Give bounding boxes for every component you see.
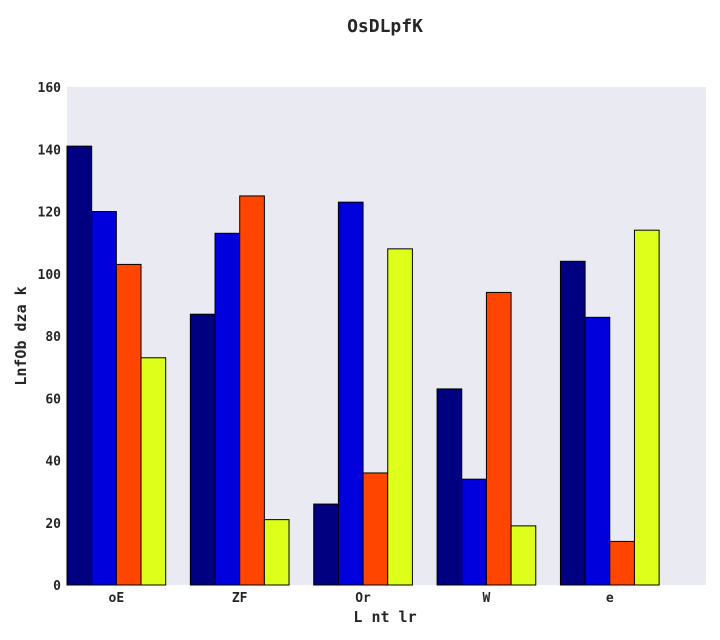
x-tick-label: W	[483, 591, 491, 606]
bar-W-series-2	[461, 478, 487, 586]
bar-Or-series-4	[387, 248, 413, 586]
y-tick-label: 40	[45, 455, 61, 470]
bar-oE-series-3	[115, 263, 142, 586]
bar-ZF-series-2	[214, 232, 241, 586]
y-axis-label: LnfOb dza k	[12, 286, 30, 385]
y-tick-label: 140	[38, 143, 62, 158]
bar-e-series-1	[559, 260, 586, 586]
y-tick-label: 160	[38, 81, 62, 96]
x-axis-label: L nt lr	[353, 608, 416, 626]
y-tick-label: 100	[38, 268, 62, 283]
bar-Or-series-2	[337, 201, 364, 586]
chart-title: OsDLpfK	[347, 16, 423, 37]
bar-ZF-series-1	[189, 313, 216, 586]
x-tick-label: ZF	[232, 591, 248, 606]
bar-oE-series-1	[66, 145, 93, 586]
bar-W-series-3	[485, 291, 512, 586]
bar-e-series-4	[633, 229, 660, 586]
bar-Or-series-1	[313, 503, 339, 586]
x-tick-label: oE	[109, 591, 125, 606]
x-tick-label: e	[606, 591, 614, 606]
bar-e-series-2	[584, 316, 611, 586]
bar-ZF-series-4	[263, 519, 290, 586]
bar-Or-series-3	[362, 472, 389, 586]
y-tick-label: 60	[45, 392, 61, 407]
bar-oE-series-4	[140, 357, 167, 586]
bar-oE-series-2	[91, 211, 117, 586]
y-tick-label: 80	[45, 330, 61, 345]
bar-W-series-1	[436, 388, 463, 586]
x-tick-label: Or	[355, 591, 371, 606]
y-axis-ticks: 0 20 40 60 80 100 120 140 160	[38, 81, 62, 594]
bar-W-series-4	[510, 525, 537, 586]
bar-e-series-3	[609, 540, 635, 586]
y-tick-label: 0	[53, 579, 61, 594]
y-tick-label: 120	[38, 206, 62, 221]
bar-ZF-series-3	[239, 195, 265, 586]
y-tick-label: 20	[45, 517, 61, 532]
bars-group	[66, 145, 660, 586]
